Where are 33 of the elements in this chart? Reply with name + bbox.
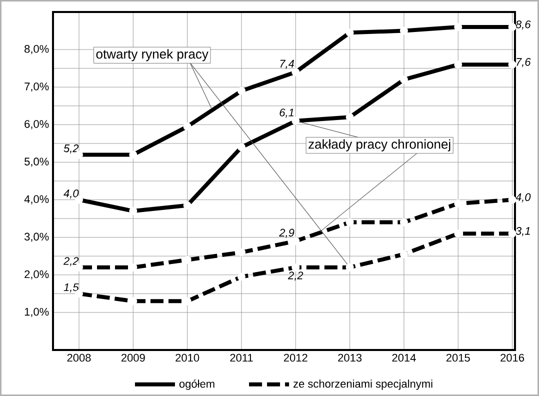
x-tick-label: 2009 xyxy=(121,354,145,362)
x-tick-label: 2014 xyxy=(392,354,416,362)
y-tick-label: 1,0% xyxy=(24,308,49,317)
data-label: 7,6 xyxy=(516,58,531,68)
data-label: 2,9 xyxy=(279,228,294,238)
y-tick-label: 8,0% xyxy=(24,45,49,54)
data-label: 2,2 xyxy=(288,272,304,281)
x-tick-label: 2012 xyxy=(284,354,308,362)
data-label: 4,0 xyxy=(516,193,531,202)
annotation: otwarty rynek pracy xyxy=(96,49,208,62)
annotation: zakłady pracy chronionej xyxy=(308,139,450,152)
data-label: 8,6 xyxy=(516,20,531,30)
y-tick-label: 4,0% xyxy=(24,195,49,204)
y-tick-label: 7,0% xyxy=(24,82,49,92)
x-tick-label: 2013 xyxy=(338,354,362,362)
data-label: 3,1 xyxy=(516,227,530,236)
legend-label: ze schorzeniami specjalnymi xyxy=(293,380,432,390)
data-label: 6,1 xyxy=(280,108,294,118)
legend-label: ogółem xyxy=(179,380,214,390)
y-tick-label: 3,0% xyxy=(24,232,49,242)
y-tick-label: 6,0% xyxy=(24,120,49,130)
data-label: 5,2 xyxy=(64,144,79,154)
data-label: 2,2 xyxy=(63,257,79,266)
y-tick-label: 5,0% xyxy=(24,158,49,167)
data-label: 4,0 xyxy=(64,189,79,199)
x-tick-label: 2015 xyxy=(446,354,470,362)
data-label: 7,4 xyxy=(280,60,294,69)
x-tick-label: 2008 xyxy=(67,354,91,362)
x-tick-label: 2016 xyxy=(500,354,524,362)
x-tick-label: 2011 xyxy=(230,354,253,362)
x-tick-label: 2010 xyxy=(176,354,200,362)
y-tick-label: 2,0% xyxy=(24,270,49,280)
data-label: 1,5 xyxy=(64,283,79,292)
